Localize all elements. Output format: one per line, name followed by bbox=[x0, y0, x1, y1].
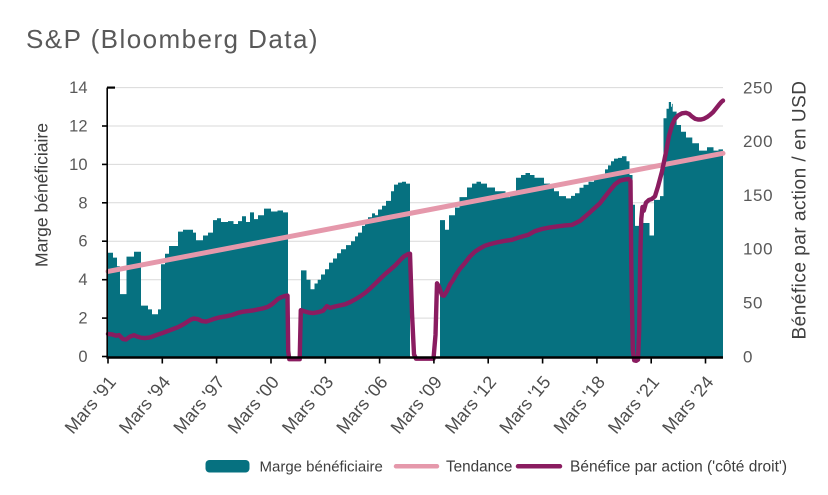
svg-text:0: 0 bbox=[743, 347, 753, 366]
svg-text:4: 4 bbox=[78, 271, 87, 289]
svg-text:Bénéfice par action / en USD: Bénéfice par action / en USD bbox=[790, 80, 811, 339]
svg-text:200: 200 bbox=[743, 132, 773, 151]
svg-text:10: 10 bbox=[69, 156, 87, 174]
svg-text:150: 150 bbox=[743, 186, 773, 205]
svg-text:Marge bénéficiaire: Marge bénéficiaire bbox=[32, 123, 52, 267]
svg-text:2: 2 bbox=[78, 310, 87, 328]
svg-text:100: 100 bbox=[743, 240, 773, 259]
svg-text:Marge bénéficiaire: Marge bénéficiaire bbox=[260, 459, 383, 476]
svg-text:S&P (Bloomberg Data): S&P (Bloomberg Data) bbox=[26, 24, 319, 54]
svg-text:14: 14 bbox=[69, 79, 87, 97]
svg-text:50: 50 bbox=[743, 294, 763, 313]
svg-text:Bénéfice par action ('côté dro: Bénéfice par action ('côté droit') bbox=[570, 459, 787, 476]
svg-text:Tendance: Tendance bbox=[446, 459, 512, 476]
svg-text:8: 8 bbox=[78, 194, 87, 212]
svg-text:12: 12 bbox=[69, 118, 87, 136]
svg-text:250: 250 bbox=[743, 78, 773, 97]
svg-text:6: 6 bbox=[78, 233, 87, 251]
svg-text:0: 0 bbox=[78, 348, 87, 366]
